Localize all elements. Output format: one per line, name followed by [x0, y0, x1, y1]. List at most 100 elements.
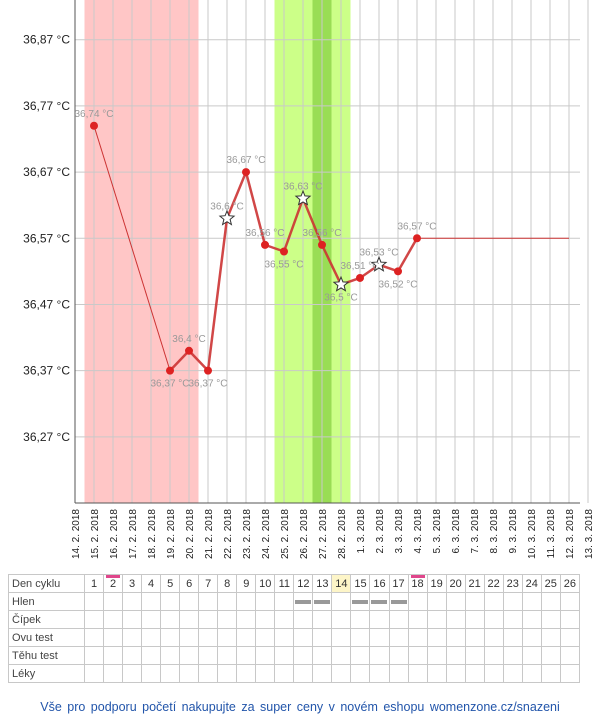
cycle-cell[interactable] [255, 592, 276, 611]
cycle-cell[interactable] [312, 646, 333, 665]
cycle-cell[interactable] [83, 592, 105, 611]
cycle-cell[interactable] [198, 664, 219, 683]
cycle-cell[interactable] [160, 592, 181, 611]
cycle-cell[interactable] [122, 664, 143, 683]
cycle-cell[interactable] [122, 592, 143, 611]
cycle-cell[interactable] [141, 664, 162, 683]
cycle-cell[interactable] [217, 610, 238, 629]
cycle-cell[interactable] [464, 628, 485, 647]
cycle-cell[interactable] [217, 628, 238, 647]
cycle-cell[interactable] [312, 610, 333, 629]
cycle-cell[interactable] [255, 610, 276, 629]
cycle-cell[interactable] [160, 610, 181, 629]
cycle-cell[interactable] [255, 664, 276, 683]
cycle-cell[interactable] [502, 664, 523, 683]
cycle-cell[interactable] [217, 664, 238, 683]
cycle-cell[interactable] [217, 592, 238, 611]
cycle-cell[interactable] [502, 628, 523, 647]
cycle-cell[interactable] [331, 664, 352, 683]
cycle-cell[interactable] [407, 610, 428, 629]
cycle-cell[interactable] [388, 628, 409, 647]
cycle-cell[interactable] [445, 628, 466, 647]
cycle-cell[interactable] [103, 646, 124, 665]
cycle-cell[interactable] [483, 592, 504, 611]
cycle-cell[interactable] [103, 592, 124, 611]
cycle-cell[interactable] [521, 592, 542, 611]
cycle-cell[interactable] [83, 664, 105, 683]
cycle-cell[interactable] [445, 646, 466, 665]
cycle-cell[interactable] [179, 628, 200, 647]
cycle-cell[interactable] [464, 592, 485, 611]
cycle-cell[interactable] [179, 610, 200, 629]
cycle-cell[interactable] [540, 664, 561, 683]
cycle-cell[interactable] [274, 646, 295, 665]
cycle-cell[interactable] [122, 610, 143, 629]
cycle-cell[interactable] [293, 628, 314, 647]
cycle-cell[interactable] [559, 610, 581, 629]
cycle-cell[interactable] [559, 664, 581, 683]
cycle-cell[interactable] [388, 664, 409, 683]
cycle-cell[interactable] [407, 628, 428, 647]
cycle-cell[interactable] [540, 592, 561, 611]
cycle-cell[interactable] [445, 664, 466, 683]
cycle-cell[interactable] [236, 646, 257, 665]
cycle-cell[interactable] [83, 610, 105, 629]
cycle-cell[interactable] [350, 610, 371, 629]
cycle-cell[interactable] [331, 610, 352, 629]
cycle-cell[interactable] [350, 646, 371, 665]
cycle-cell[interactable] [559, 592, 581, 611]
cycle-cell[interactable] [236, 610, 257, 629]
cycle-cell[interactable] [122, 628, 143, 647]
cycle-cell[interactable] [369, 646, 390, 665]
cycle-cell[interactable] [274, 628, 295, 647]
cycle-cell[interactable] [217, 646, 238, 665]
cycle-cell[interactable] [179, 592, 200, 611]
cycle-cell[interactable] [464, 610, 485, 629]
cycle-cell[interactable] [331, 628, 352, 647]
cycle-cell[interactable] [236, 628, 257, 647]
cycle-cell[interactable] [502, 646, 523, 665]
cycle-cell[interactable] [426, 610, 447, 629]
cycle-cell[interactable] [464, 646, 485, 665]
cycle-cell[interactable] [83, 628, 105, 647]
cycle-cell[interactable] [540, 610, 561, 629]
cycle-cell[interactable] [521, 610, 542, 629]
cycle-cell[interactable] [141, 628, 162, 647]
cycle-cell[interactable] [426, 592, 447, 611]
cycle-cell[interactable] [521, 646, 542, 665]
cycle-cell[interactable] [445, 592, 466, 611]
cycle-cell[interactable] [122, 646, 143, 665]
cycle-cell[interactable] [274, 610, 295, 629]
cycle-cell[interactable] [483, 610, 504, 629]
cycle-cell[interactable] [312, 592, 333, 611]
cycle-cell[interactable] [521, 628, 542, 647]
cycle-cell[interactable] [407, 592, 428, 611]
cycle-cell[interactable] [160, 664, 181, 683]
cycle-cell[interactable] [179, 646, 200, 665]
cycle-cell[interactable] [369, 664, 390, 683]
cycle-cell[interactable] [274, 664, 295, 683]
cycle-cell[interactable] [236, 592, 257, 611]
cycle-cell[interactable] [160, 628, 181, 647]
cycle-cell[interactable] [369, 592, 390, 611]
cycle-cell[interactable] [103, 628, 124, 647]
cycle-cell[interactable] [483, 664, 504, 683]
cycle-cell[interactable] [388, 592, 409, 611]
cycle-cell[interactable] [103, 610, 124, 629]
cycle-cell[interactable] [388, 646, 409, 665]
cycle-cell[interactable] [559, 646, 581, 665]
cycle-cell[interactable] [426, 646, 447, 665]
cycle-cell[interactable] [407, 646, 428, 665]
cycle-cell[interactable] [141, 646, 162, 665]
cycle-cell[interactable] [312, 628, 333, 647]
cycle-cell[interactable] [274, 592, 295, 611]
cycle-cell[interactable] [160, 646, 181, 665]
cycle-cell[interactable] [141, 592, 162, 611]
cycle-cell[interactable] [445, 610, 466, 629]
cycle-cell[interactable] [141, 610, 162, 629]
cycle-cell[interactable] [312, 664, 333, 683]
cycle-cell[interactable] [464, 664, 485, 683]
cycle-cell[interactable] [350, 628, 371, 647]
cycle-cell[interactable] [369, 628, 390, 647]
cycle-cell[interactable] [198, 646, 219, 665]
